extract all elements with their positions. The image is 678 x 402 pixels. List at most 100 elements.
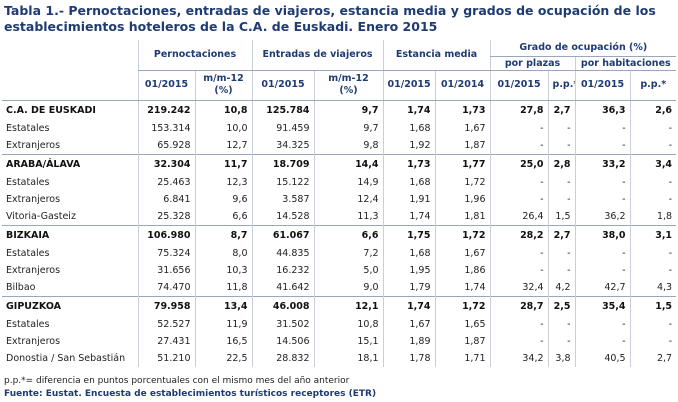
cell: - bbox=[489, 136, 549, 154]
cell: 1,86 bbox=[434, 261, 491, 279]
cell: 14,4 bbox=[313, 153, 384, 174]
cell: 3,4 bbox=[629, 153, 677, 174]
cell: 27.431 bbox=[137, 332, 195, 350]
cell: 31.502 bbox=[251, 315, 314, 333]
cell: 12,1 bbox=[313, 295, 384, 316]
row: Donostia / San Sebastián 51.210 22,5 28.832… bbox=[2, 349, 677, 367]
cell: 2,7 bbox=[547, 99, 576, 120]
cell: 27,8 bbox=[489, 99, 549, 120]
cell: 28,2 bbox=[489, 224, 549, 245]
cell: 34,2 bbox=[489, 349, 549, 367]
cell: 6,6 bbox=[313, 224, 384, 245]
cell: 34.325 bbox=[251, 136, 314, 154]
cell: 1,92 bbox=[382, 136, 436, 154]
row-label: BIZKAIA bbox=[2, 224, 138, 245]
cell: 10,3 bbox=[194, 261, 252, 279]
column-header: 01/2014 bbox=[434, 70, 491, 101]
cell: 1,91 bbox=[382, 190, 436, 208]
cell: 74.470 bbox=[137, 278, 195, 296]
cell: 38,0 bbox=[574, 224, 631, 245]
cell: 11,9 bbox=[194, 315, 252, 333]
cell: 3,8 bbox=[547, 349, 576, 367]
cell: - bbox=[574, 315, 631, 333]
cell: 16,5 bbox=[194, 332, 252, 350]
column-header: m/m-12 (%) bbox=[194, 70, 252, 101]
group-header: Estancia media bbox=[382, 40, 491, 71]
cell: - bbox=[574, 261, 631, 279]
cell: 36,3 bbox=[574, 99, 631, 120]
cell: 2,7 bbox=[629, 349, 677, 367]
cell: - bbox=[574, 173, 631, 191]
row-label: Estatales bbox=[6, 318, 50, 330]
cell: 1,78 bbox=[382, 349, 436, 367]
cell: 10,8 bbox=[194, 99, 252, 120]
cell: - bbox=[547, 244, 576, 262]
cell: - bbox=[547, 332, 576, 350]
row: Extranjeros 27.431 16,5 14.506 15,1 1,89 1,87-… bbox=[2, 332, 677, 350]
cell: 9,7 bbox=[313, 99, 384, 120]
row-label: GIPUZKOA bbox=[2, 295, 138, 316]
cell: - bbox=[629, 119, 677, 137]
cell: - bbox=[547, 190, 576, 208]
cell: 1,77 bbox=[434, 153, 491, 174]
cell: - bbox=[629, 173, 677, 191]
column-header: p.p.* bbox=[629, 70, 677, 101]
cell: 79.958 bbox=[137, 295, 195, 316]
cell: 44.835 bbox=[251, 244, 314, 262]
cell: 1,73 bbox=[382, 153, 436, 174]
cell: - bbox=[629, 261, 677, 279]
cell: 9,0 bbox=[313, 278, 384, 296]
row-label: Estatales bbox=[6, 247, 50, 259]
group-header: Pernoctaciones bbox=[137, 40, 252, 71]
cell: 18.709 bbox=[251, 153, 314, 174]
cell: 75.324 bbox=[137, 244, 195, 262]
row: Extranjeros 31.656 10,3 16.232 5,0 1,95 1,86- -… bbox=[2, 261, 677, 279]
cell: 33,2 bbox=[574, 153, 631, 174]
cell: 12,3 bbox=[194, 173, 252, 191]
cell: 1,67 bbox=[434, 244, 491, 262]
cell: 1,8 bbox=[629, 207, 677, 225]
cell: 1,74 bbox=[382, 99, 436, 120]
cell: 8,0 bbox=[194, 244, 252, 262]
cell: 25.463 bbox=[137, 173, 195, 191]
column-header: m/m-12 (%) bbox=[313, 70, 384, 101]
cell: 153.314 bbox=[137, 119, 195, 137]
cell: - bbox=[574, 332, 631, 350]
cell: 51.210 bbox=[137, 349, 195, 367]
cell: - bbox=[489, 315, 549, 333]
cell: 11,3 bbox=[313, 207, 384, 225]
row-label: C.A. DE EUSKADI bbox=[2, 99, 138, 120]
cell: 1,5 bbox=[629, 295, 677, 316]
cell: 8,7 bbox=[194, 224, 252, 245]
cell: 1,75 bbox=[382, 224, 436, 245]
cell: - bbox=[574, 119, 631, 137]
cell: 9,6 bbox=[194, 190, 252, 208]
cell: 7,2 bbox=[313, 244, 384, 262]
cell: 9,8 bbox=[313, 136, 384, 154]
cell: 28,7 bbox=[489, 295, 549, 316]
cell: - bbox=[629, 136, 677, 154]
cell: - bbox=[489, 119, 549, 137]
cell: 1,72 bbox=[434, 224, 491, 245]
row: Extranjeros 6.841 9,6 3.587 12,4 1,91 1,96- - - - bbox=[2, 190, 677, 208]
cell: 2,5 bbox=[547, 295, 576, 316]
cell: 6.841 bbox=[137, 190, 195, 208]
row-label: Bilbao bbox=[6, 281, 36, 293]
cell: 12,7 bbox=[194, 136, 252, 154]
column-header: p.p.* bbox=[547, 70, 576, 101]
column-header: 01/2015 bbox=[137, 70, 195, 101]
cell: 3.587 bbox=[251, 190, 314, 208]
subgroup-header: por plazas bbox=[489, 56, 576, 71]
cell: 1,67 bbox=[434, 119, 491, 137]
cell: 1,87 bbox=[434, 332, 491, 350]
cell: 1,68 bbox=[382, 244, 436, 262]
cell: 42,7 bbox=[574, 278, 631, 296]
group-header: Entradas de viajeros bbox=[251, 40, 384, 71]
cell: - bbox=[629, 244, 677, 262]
cell: 13,4 bbox=[194, 295, 252, 316]
cell: 1,81 bbox=[434, 207, 491, 225]
row: Extranjeros 65.928 12,7 34.325 9,8 1,92 1,87- -… bbox=[2, 136, 677, 154]
cell: 1,73 bbox=[434, 99, 491, 120]
cell: 65.928 bbox=[137, 136, 195, 154]
